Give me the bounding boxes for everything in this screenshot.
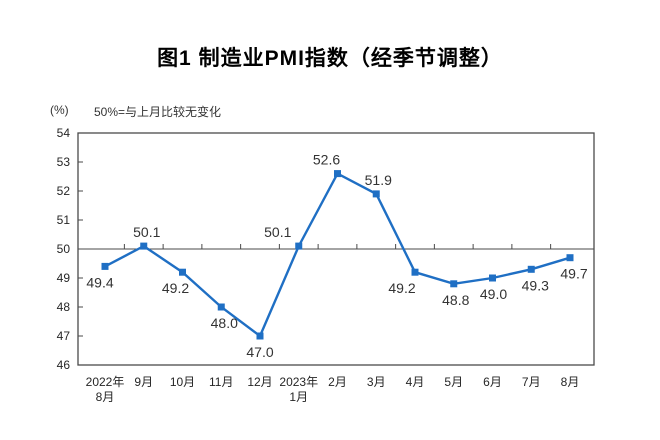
data-point-label: 50.1 (264, 224, 291, 240)
data-point-marker (450, 280, 458, 288)
x-axis-tick-label: 1月 (289, 390, 308, 404)
data-point-label: 50.1 (133, 224, 160, 240)
x-axis-tick-label: 4月 (406, 375, 425, 389)
x-axis-tick-label: 2023年 (279, 375, 318, 389)
data-point-label: 47.0 (246, 344, 273, 360)
y-axis-tick-label: 51 (57, 213, 71, 227)
data-point-marker (179, 268, 186, 276)
data-point-marker (140, 242, 148, 250)
data-point-label: 49.4 (86, 274, 113, 290)
chart-title: 图1 制造业PMI指数（经季节调整） (157, 47, 503, 70)
y-axis-tick-label: 49 (57, 271, 71, 285)
reference-line-note: 50%=与上月比较无变化 (94, 105, 222, 119)
x-axis-tick-label: 8月 (96, 390, 115, 404)
data-point-label: 49.0 (480, 286, 507, 302)
x-axis-tick-label: 3月 (367, 375, 386, 389)
y-axis-tick-label: 52 (57, 184, 71, 198)
x-axis-tick-label: 7月 (522, 375, 541, 389)
x-axis-tick-label: 10月 (170, 375, 195, 389)
x-axis-tick-label: 8月 (561, 375, 580, 389)
data-point-marker (101, 262, 109, 270)
y-axis-tick-label: 50 (57, 242, 71, 256)
data-point-label: 49.2 (162, 280, 189, 296)
data-point-label: 49.7 (560, 266, 587, 282)
data-point-label: 48.8 (442, 292, 469, 308)
y-axis-tick-label: 47 (57, 329, 71, 343)
data-point-label: 51.9 (365, 172, 392, 188)
x-axis-tick-label: 6月 (483, 375, 502, 389)
x-axis-tick-label: 9月 (134, 375, 153, 389)
data-point-marker (334, 170, 341, 178)
data-point-marker (256, 332, 264, 340)
x-axis-tick-label: 5月 (444, 375, 463, 389)
data-point-marker (217, 303, 225, 311)
data-point-label: 52.6 (313, 152, 340, 168)
data-point-label: 49.3 (522, 277, 549, 293)
data-point-marker (566, 254, 574, 262)
pmi-series-line (104, 171, 571, 338)
y-axis-tick-label: 54 (57, 126, 71, 140)
data-point-marker (527, 265, 535, 273)
x-axis-tick-label: 11月 (209, 375, 233, 389)
data-point-label: 48.0 (211, 315, 238, 331)
y-axis-tick-label: 53 (57, 155, 71, 169)
data-point-marker (295, 242, 303, 250)
data-point-marker (489, 274, 496, 282)
x-axis-tick-label: 12月 (247, 375, 272, 389)
x-axis-tick-label: 2月 (328, 375, 347, 389)
y-axis-unit-label: (%) (50, 103, 69, 117)
x-axis-tick-label: 2022年 (86, 375, 125, 389)
y-axis-tick-label: 48 (57, 300, 71, 314)
data-point-label: 49.2 (388, 280, 415, 296)
y-axis-tick-label: 46 (57, 358, 71, 372)
data-point-marker (372, 190, 380, 198)
data-point-marker (411, 268, 419, 276)
